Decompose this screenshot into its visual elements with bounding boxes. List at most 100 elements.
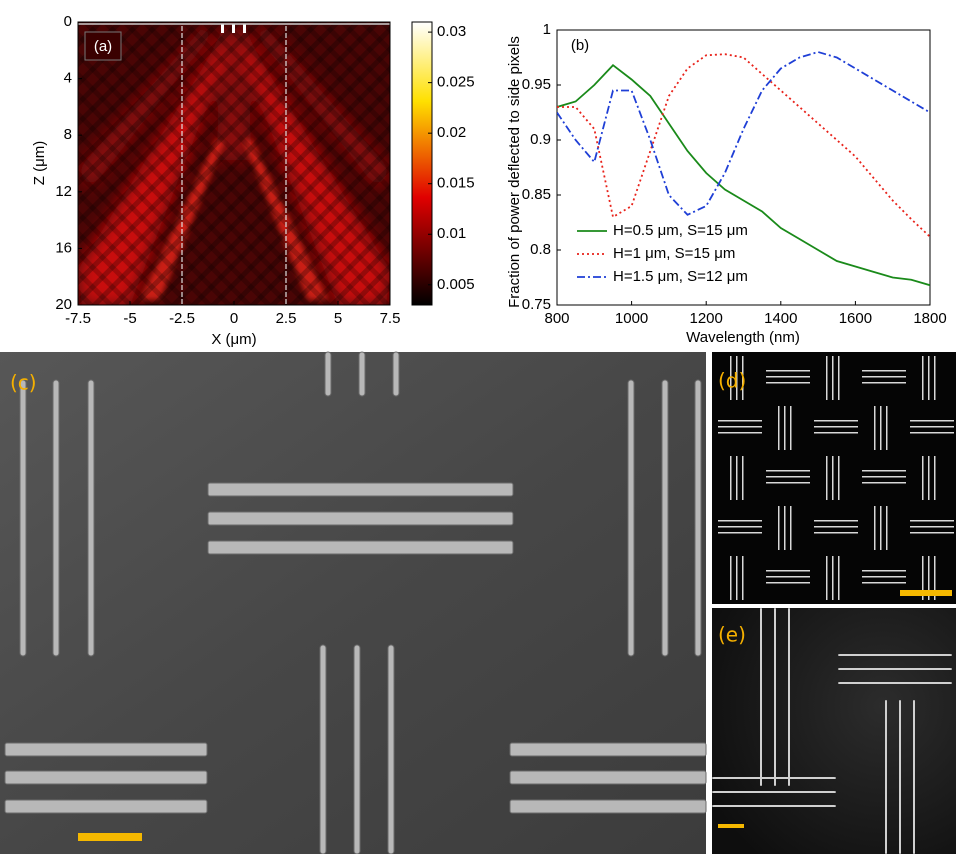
sem-image-d: (d) bbox=[712, 352, 956, 604]
field-image bbox=[78, 22, 390, 305]
sem-line bbox=[712, 805, 836, 807]
sem-line bbox=[742, 356, 744, 400]
sem-line bbox=[838, 456, 840, 500]
sem-image-c: (c) bbox=[0, 351, 707, 855]
sem-line bbox=[826, 556, 828, 600]
sem-line bbox=[922, 356, 924, 400]
sem-line bbox=[774, 608, 776, 786]
sem-image-e: (e) bbox=[712, 608, 956, 854]
sem-line bbox=[826, 356, 828, 400]
sem-line bbox=[814, 520, 858, 522]
panel-label: (c) bbox=[10, 371, 37, 395]
sem-line bbox=[934, 556, 936, 600]
sem-line bbox=[730, 356, 732, 400]
sem-line bbox=[718, 532, 762, 534]
sem-line bbox=[928, 456, 930, 500]
sem-line bbox=[910, 426, 954, 428]
sem-line bbox=[910, 520, 954, 522]
sem-line bbox=[862, 482, 906, 484]
sem-line bbox=[207, 511, 514, 526]
sem-line bbox=[934, 456, 936, 500]
sem-line bbox=[718, 420, 762, 422]
x-tick-label: 5 bbox=[334, 310, 342, 327]
sem-line bbox=[766, 570, 810, 572]
sem-line bbox=[730, 556, 732, 600]
sem-line bbox=[718, 526, 762, 528]
sem-line bbox=[766, 576, 810, 578]
x-tick-label: 1400 bbox=[764, 310, 797, 327]
y-tick-label: 16 bbox=[55, 239, 72, 256]
sem-line bbox=[742, 456, 744, 500]
sem-line bbox=[862, 470, 906, 472]
sem-line bbox=[353, 644, 361, 855]
sem-line bbox=[718, 426, 762, 428]
sem-line bbox=[87, 379, 95, 657]
colorbar-tick-label: 0.025 bbox=[437, 74, 475, 91]
x-tick-label: 1800 bbox=[913, 310, 946, 327]
y-tick-label: 20 bbox=[55, 296, 72, 313]
sem-line bbox=[862, 382, 906, 384]
x-tick-label: 1000 bbox=[615, 310, 648, 327]
sem-line bbox=[814, 532, 858, 534]
sem-line bbox=[392, 351, 400, 397]
sem-line bbox=[814, 426, 858, 428]
sem-line bbox=[862, 476, 906, 478]
colorbar-tick-label: 0.005 bbox=[437, 276, 475, 293]
sem-line bbox=[712, 777, 836, 779]
sem-line bbox=[910, 532, 954, 534]
x-tick-label: 1200 bbox=[690, 310, 723, 327]
sem-line bbox=[928, 356, 930, 400]
sem-line bbox=[838, 682, 952, 684]
sem-line bbox=[207, 540, 514, 555]
sem-line bbox=[52, 379, 60, 657]
x-axis-label: X (μm) bbox=[211, 331, 256, 348]
sem-line bbox=[778, 406, 780, 450]
colorbar-tick-label: 0.015 bbox=[437, 175, 475, 192]
sem-line bbox=[874, 506, 876, 550]
sem-line bbox=[814, 420, 858, 422]
legend-label: H=1 μm, S=15 μm bbox=[613, 245, 735, 262]
sem-line bbox=[814, 526, 858, 528]
sem-line bbox=[766, 482, 810, 484]
sem-line bbox=[832, 356, 834, 400]
sem-line bbox=[790, 406, 792, 450]
sem-line bbox=[880, 506, 882, 550]
sem-line bbox=[712, 791, 836, 793]
sem-line bbox=[661, 379, 669, 657]
panel-label: (d) bbox=[718, 369, 746, 393]
sem-line bbox=[627, 379, 635, 657]
legend-label: H=0.5 μm, S=15 μm bbox=[613, 222, 748, 239]
sem-line bbox=[766, 376, 810, 378]
y-tick-label: 4 bbox=[64, 70, 72, 87]
sem-line bbox=[736, 456, 738, 500]
sem-line bbox=[207, 482, 514, 497]
sem-line bbox=[922, 556, 924, 600]
sem-line bbox=[862, 570, 906, 572]
scale-bar bbox=[78, 833, 142, 841]
sem-line bbox=[862, 370, 906, 372]
sem-line bbox=[838, 356, 840, 400]
sem-line bbox=[922, 456, 924, 500]
sem-line bbox=[358, 351, 366, 397]
x-tick-label: 7.5 bbox=[380, 310, 401, 327]
plot-frame bbox=[556, 29, 931, 306]
sem-line bbox=[742, 556, 744, 600]
x-axis-label: Wavelength (nm) bbox=[686, 329, 800, 346]
sem-line bbox=[913, 700, 915, 854]
sem-line bbox=[718, 432, 762, 434]
scale-bar bbox=[900, 590, 952, 596]
sem-line bbox=[319, 644, 327, 855]
panel-label-box bbox=[84, 31, 122, 61]
sem-line bbox=[928, 556, 930, 600]
sem-line bbox=[766, 382, 810, 384]
sem-line bbox=[788, 608, 790, 786]
sem-line bbox=[790, 506, 792, 550]
sem-line bbox=[838, 654, 952, 656]
y-tick-label: 0 bbox=[64, 13, 72, 30]
x-tick-label: -2.5 bbox=[169, 310, 195, 327]
sem-line bbox=[886, 506, 888, 550]
y-tick-label: 0.85 bbox=[522, 186, 551, 203]
panel-label: (b) bbox=[571, 37, 589, 54]
series-line bbox=[557, 51, 930, 216]
colorbar bbox=[411, 21, 433, 306]
